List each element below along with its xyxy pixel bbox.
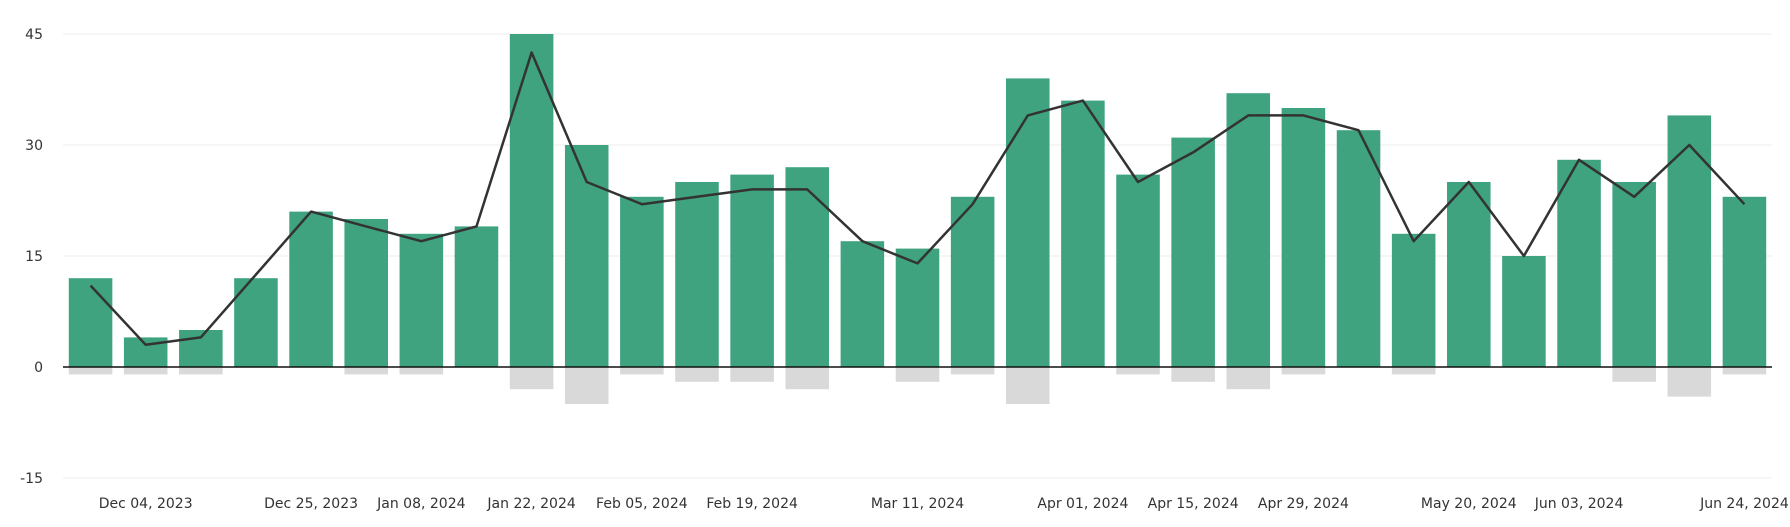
x-tick-label: Jan 08, 2024 — [376, 496, 465, 512]
bar-positive[interactable] — [1171, 137, 1215, 367]
y-tick-label: 0 — [34, 360, 43, 376]
x-tick-label: Dec 04, 2023 — [99, 496, 193, 512]
y-axis-ticks: -15 0 15 30 45 — [20, 27, 43, 487]
bar-positive[interactable] — [1667, 115, 1712, 368]
x-tick-label: Apr 15, 2024 — [1148, 496, 1239, 512]
bar-positive[interactable] — [234, 278, 278, 367]
bar-negative[interactable] — [785, 367, 830, 390]
bar-positive[interactable] — [1557, 159, 1601, 367]
bar-positive[interactable] — [454, 226, 499, 367]
bar-positive[interactable] — [620, 196, 664, 367]
bar-positive[interactable] — [68, 278, 113, 367]
bar-positive[interactable] — [895, 248, 940, 367]
bar-positive[interactable] — [1336, 130, 1381, 367]
bar-negative[interactable] — [1116, 367, 1160, 375]
bar-negative[interactable] — [123, 367, 168, 375]
trend-line — [89, 51, 1746, 347]
bar-positive[interactable] — [730, 174, 774, 367]
bar-positive[interactable] — [950, 196, 995, 367]
bar-negative[interactable] — [344, 367, 388, 375]
x-tick-label: Apr 01, 2024 — [1037, 496, 1128, 512]
bar-positive[interactable] — [1061, 100, 1105, 367]
bar-negative[interactable] — [1171, 367, 1215, 382]
bar-positive[interactable] — [344, 219, 388, 367]
x-tick-label: Feb 19, 2024 — [706, 496, 798, 512]
bar-positive[interactable] — [840, 241, 885, 367]
bar-negative[interactable] — [675, 367, 719, 382]
bar-positive[interactable] — [399, 233, 444, 367]
bar-positive[interactable] — [1281, 108, 1326, 367]
x-tick-label: Mar 11, 2024 — [871, 496, 964, 512]
bar-positive[interactable] — [1447, 182, 1491, 367]
bar-positive[interactable] — [1226, 93, 1271, 367]
bar-positive[interactable] — [289, 211, 333, 367]
bar-positive[interactable] — [1612, 182, 1656, 367]
bar-negative[interactable] — [1281, 367, 1326, 375]
y-tick-label: -15 — [20, 471, 43, 487]
bar-positive[interactable] — [1005, 78, 1050, 368]
bar-negative[interactable] — [1005, 367, 1050, 404]
bar-positive[interactable] — [1391, 233, 1436, 367]
bar-negative[interactable] — [509, 367, 554, 390]
bar-positive[interactable] — [509, 34, 554, 367]
x-tick-label: Jun 24, 2024 — [1699, 496, 1789, 512]
bar-negative[interactable] — [564, 367, 609, 404]
x-tick-label: Dec 25, 2023 — [264, 496, 358, 512]
negative-bars — [68, 367, 1767, 404]
bar-negative[interactable] — [895, 367, 940, 382]
x-tick-label: May 20, 2024 — [1421, 496, 1517, 512]
bar-negative[interactable] — [1391, 367, 1436, 375]
bar-negative[interactable] — [730, 367, 774, 382]
y-tick-label: 45 — [25, 27, 43, 43]
bar-negative[interactable] — [179, 367, 223, 375]
bar-negative[interactable] — [399, 367, 444, 375]
x-tick-label: Feb 05, 2024 — [596, 496, 688, 512]
bar-negative[interactable] — [620, 367, 664, 375]
x-tick-label: Apr 29, 2024 — [1258, 496, 1349, 512]
bar-negative[interactable] — [1612, 367, 1656, 382]
x-tick-label: Jan 22, 2024 — [486, 496, 575, 512]
x-axis-ticks: Dec 04, 2023 Dec 25, 2023 Jan 08, 2024 Jan … — [99, 496, 1789, 512]
bar-negative[interactable] — [68, 367, 113, 375]
bar-positive[interactable] — [675, 182, 719, 367]
bar-negative[interactable] — [1667, 367, 1712, 397]
bar-negative[interactable] — [1722, 367, 1767, 375]
y-tick-label: 15 — [25, 249, 43, 265]
bar-positive[interactable] — [785, 167, 830, 367]
bar-positive[interactable] — [564, 145, 609, 367]
bar-negative[interactable] — [950, 367, 995, 375]
y-tick-label: 30 — [25, 138, 43, 154]
bar-positive[interactable] — [1502, 256, 1546, 367]
positive-bars — [68, 34, 1767, 368]
bar-positive[interactable] — [1722, 196, 1767, 367]
x-tick-label: Jun 03, 2024 — [1534, 496, 1624, 512]
bar-negative[interactable] — [1226, 367, 1271, 390]
bar-positive[interactable] — [1116, 174, 1160, 367]
